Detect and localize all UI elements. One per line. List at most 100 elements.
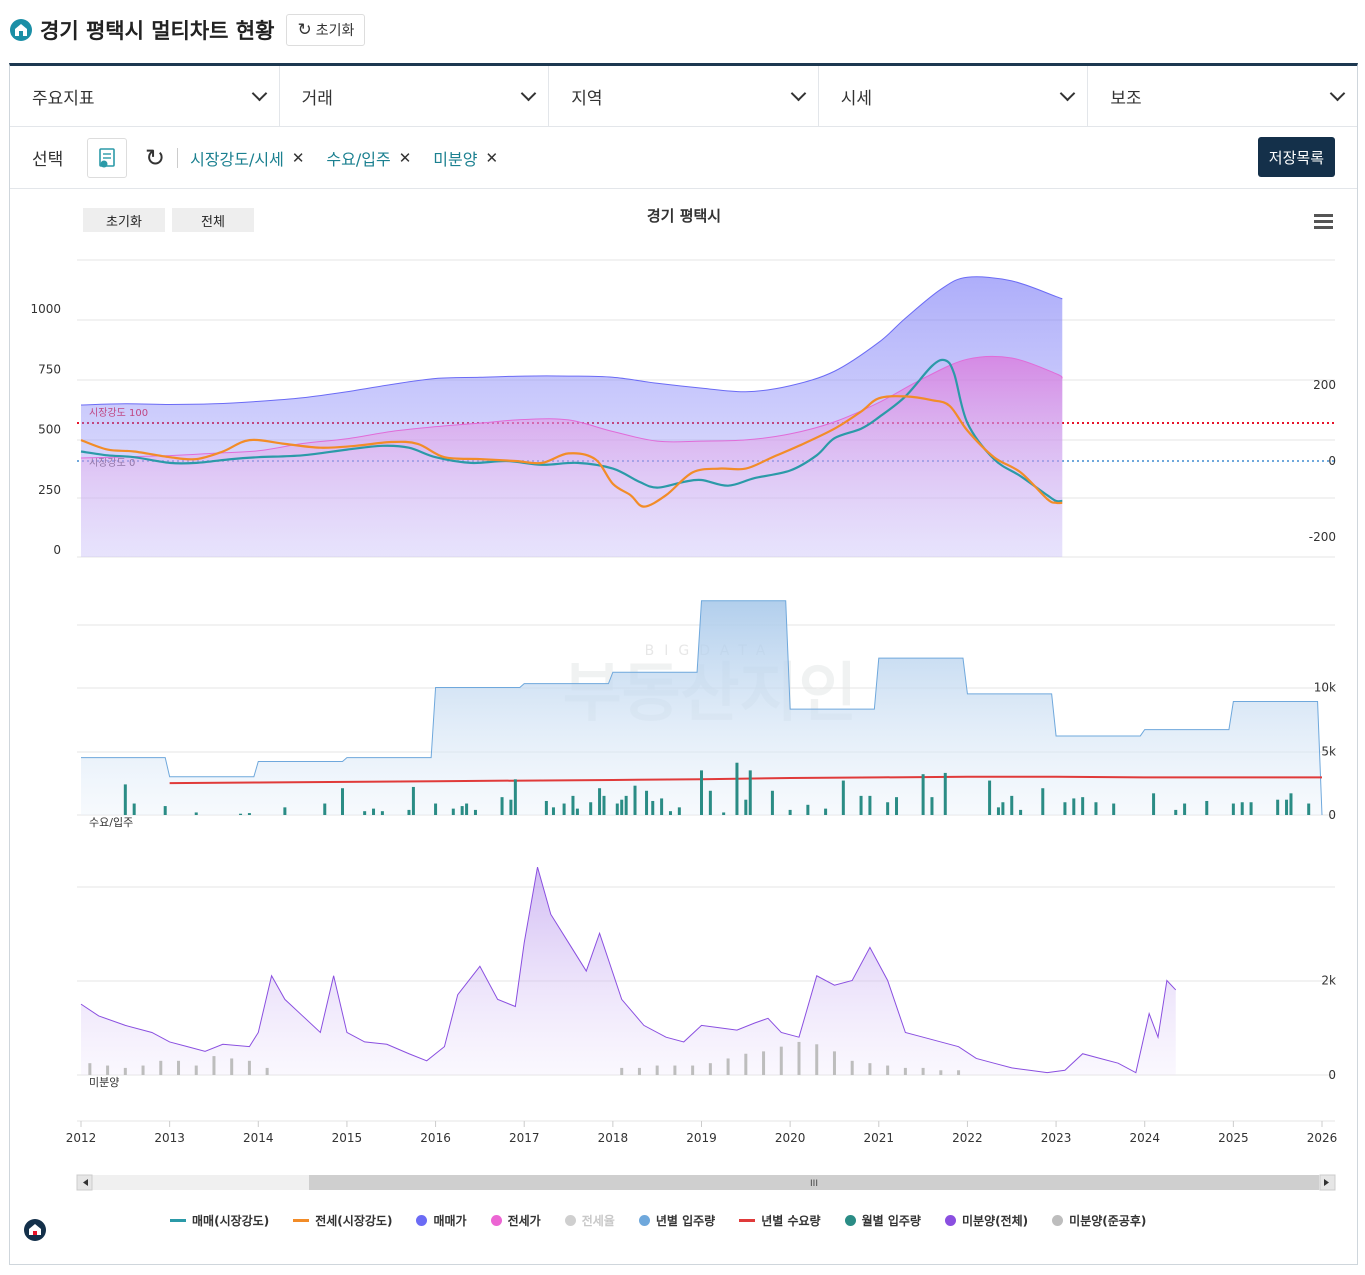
page-title: 경기 평택시 멀티차트 현황 <box>40 19 275 43</box>
filter-dropdown-aux[interactable]: 보조 <box>1088 66 1357 126</box>
x-axis-tick: 2026 <box>1307 1131 1338 1145</box>
right-axis-tick: 200 <box>1313 378 1336 392</box>
chart-legend: 매매(시장강도) 전세(시장강도) 매매가 전세가 전세율 년별 입주량 년별 수요량 월별 … <box>170 1212 1170 1229</box>
save-list-button[interactable]: 저장목록 <box>1257 137 1335 177</box>
refresh-selection-icon[interactable]: ↻ <box>145 143 166 172</box>
close-icon[interactable]: ✕ <box>398 148 412 167</box>
bar-30 <box>957 1070 961 1075</box>
arrow-right-icon <box>1324 1179 1329 1186</box>
bar-25 <box>868 1063 872 1075</box>
close-icon[interactable]: ✕ <box>485 148 499 167</box>
bar-27 <box>903 1067 907 1075</box>
area-fill <box>81 356 1063 557</box>
bar-1 <box>106 1065 110 1075</box>
legend-dot-marker <box>638 1215 650 1226</box>
bar-15 <box>691 1065 695 1075</box>
reset-button[interactable]: ↻ 초기화 <box>286 14 366 46</box>
chart-all-button[interactable]: 전체 <box>172 208 254 232</box>
series-월별-입주량 <box>123 762 1311 815</box>
bar-18 <box>473 809 477 815</box>
bar-70 <box>1183 803 1187 815</box>
selection-chip: 시장강도/시세 ✕ <box>190 146 304 170</box>
x-axis-tick: 2024 <box>1129 1131 1160 1145</box>
bar-63 <box>1063 802 1067 815</box>
bar-10 <box>372 808 376 815</box>
legend-label: 매매가 <box>433 1214 467 1228</box>
bar-76 <box>1285 799 1289 815</box>
filter-dropdown-trade[interactable]: 거래 <box>280 66 550 126</box>
close-icon[interactable]: ✕ <box>291 148 305 167</box>
series-미분양-준공후 <box>88 1041 961 1075</box>
right-axis-tick: 10k <box>1314 681 1336 695</box>
bar-15 <box>451 808 455 815</box>
bar-0 <box>88 1063 92 1075</box>
bar-17 <box>465 803 469 815</box>
navigator-scrollbar[interactable]: III <box>76 1174 1336 1191</box>
legend-item[interactable]: 전세율 <box>564 1212 615 1229</box>
bar-12 <box>407 809 411 815</box>
filter-dropdown-price[interactable]: 시세 <box>819 66 1089 126</box>
right-axis-tick: 0 <box>1328 1068 1336 1082</box>
bar-50 <box>859 795 863 815</box>
legend-line-marker <box>739 1219 756 1222</box>
legend-dot-marker <box>944 1215 956 1226</box>
legend-item[interactable]: 매매(시장강도) <box>170 1212 269 1229</box>
chart-reset-button[interactable]: 초기화 <box>83 208 165 232</box>
legend-item[interactable]: 미분양(준공후) <box>1052 1212 1146 1229</box>
bar-54 <box>921 774 925 815</box>
bar-22 <box>544 800 548 815</box>
series-년별-수요량 <box>169 775 1322 785</box>
legend-item[interactable]: 년별 입주량 <box>638 1212 715 1229</box>
bar-3 <box>141 1065 145 1075</box>
bar-11 <box>380 811 384 815</box>
selection-chip: 미분양 ✕ <box>433 146 498 170</box>
chart-axes: -200 0 200 0 250 500 750 1000 0 5k 10k 수요/입주 0 2k 미분양 2… <box>30 302 1337 1145</box>
bar-20 <box>779 1046 783 1075</box>
left-axis-tick: 500 <box>38 423 61 437</box>
area-fill <box>81 867 1176 1075</box>
bar-19 <box>500 797 504 815</box>
filter-dropdown-region[interactable]: 지역 <box>549 66 819 126</box>
refresh-icon: ↻ <box>297 20 312 40</box>
legend-item[interactable]: 매매가 <box>416 1212 467 1229</box>
legend-item[interactable]: 전세가 <box>490 1212 541 1229</box>
right-axis-tick: 0 <box>1328 808 1336 822</box>
bar-13 <box>655 1065 659 1075</box>
bar-61 <box>1019 809 1023 815</box>
series-년별-입주량 <box>81 600 1323 816</box>
bar-31 <box>620 799 624 815</box>
bar-26 <box>886 1065 890 1075</box>
scrollbar-thumb[interactable] <box>309 1175 1319 1190</box>
bar-13 <box>411 786 415 815</box>
scrollbar-grip: III <box>810 1179 818 1189</box>
series-미분양-전체 <box>80 866 1177 1075</box>
bar-33 <box>633 785 637 815</box>
divider <box>177 147 179 168</box>
bar-68 <box>1152 793 1156 815</box>
bar-14 <box>673 1065 677 1075</box>
legend-item[interactable]: 전세(시장강도) <box>293 1212 392 1229</box>
pane-label: 미분양 <box>89 1076 119 1089</box>
bar-29 <box>602 795 606 815</box>
legend-item[interactable]: 월별 입주량 <box>844 1212 921 1229</box>
bar-18 <box>744 1053 748 1075</box>
bar-73 <box>1240 802 1244 815</box>
legend-label: 전세(시장강도) <box>315 1214 393 1228</box>
bar-5 <box>247 813 251 815</box>
legend-dot-marker <box>416 1215 428 1226</box>
selection-row: 선택 ↻ 시장강도/시세 ✕ 수요/입주 ✕ 미분양 ✕ 저장목록 <box>10 127 1357 189</box>
bar-6 <box>194 1065 198 1075</box>
chart-plots: 시장강도 100시장강도 0 <box>77 276 1335 1075</box>
legend-item[interactable]: 미분양(전체) <box>944 1212 1028 1229</box>
chart-menu-icon[interactable] <box>1314 214 1333 229</box>
bar-17 <box>726 1058 730 1075</box>
legend-item[interactable]: 년별 수요량 <box>739 1212 821 1229</box>
right-axis-tick: 2k <box>1321 974 1336 988</box>
filter-dropdown-main[interactable]: 주요지표 <box>10 66 280 126</box>
arrow-left-icon <box>83 1179 88 1186</box>
legend-line-marker <box>170 1219 186 1222</box>
area-fill <box>81 600 1322 815</box>
save-selection-button[interactable] <box>87 137 127 178</box>
bar-4 <box>239 813 243 815</box>
area-line <box>80 866 1177 1074</box>
